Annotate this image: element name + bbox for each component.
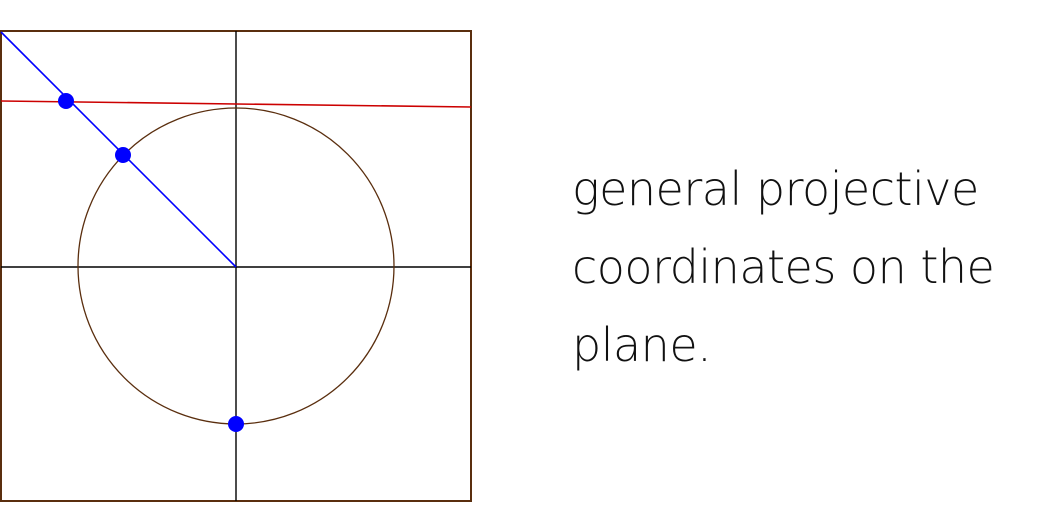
caption-line-2: coordinates on the <box>572 240 995 294</box>
caption-text: general projective coordinates on the pl… <box>572 150 1062 384</box>
caption-line-1: general projective <box>572 162 979 216</box>
point-south-pole <box>228 416 244 432</box>
horizon-line <box>0 100 472 108</box>
point-on-horizon <box>58 93 74 109</box>
caption-line-3: plane. <box>572 318 712 372</box>
point-on-circle <box>115 147 131 163</box>
